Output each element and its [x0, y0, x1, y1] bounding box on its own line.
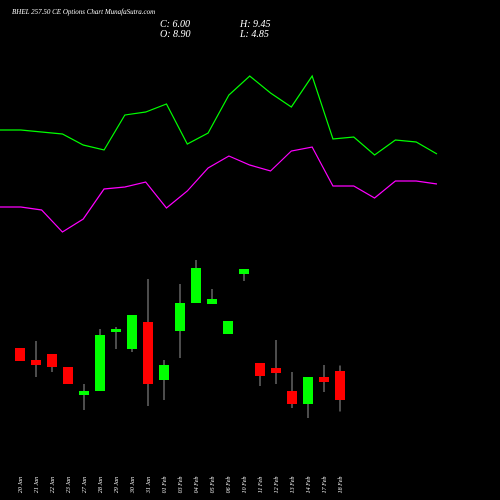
candle-body — [335, 371, 345, 400]
open-info: O: 8.90 — [160, 29, 191, 40]
x-tick-label: 30 Jan — [130, 477, 136, 494]
indicator-line — [0, 74, 438, 156]
x-tick-label: 28 Jan — [98, 477, 104, 493]
x-tick-label: 04 Feb — [193, 477, 200, 494]
x-tick-label: 23 Jan — [66, 477, 72, 493]
x-tick-label: 20 Jan — [18, 477, 24, 493]
candle-body — [175, 303, 185, 331]
x-tick-label: 21 Jan — [34, 477, 40, 493]
indicator-line — [0, 146, 438, 233]
candle-body — [287, 391, 297, 404]
x-tick-label: 17 Feb — [322, 477, 328, 494]
candle-body — [255, 363, 265, 376]
x-tick-label: 27 Jan — [82, 477, 88, 493]
x-tick-label: 03 Feb — [178, 477, 184, 494]
x-tick-label: 05 Feb — [210, 477, 216, 494]
x-tick-label: 14 Feb — [305, 477, 312, 494]
candle-body — [303, 377, 313, 404]
candle-body — [159, 365, 169, 380]
candle-body — [191, 268, 201, 303]
x-tick-label: 12 Feb — [274, 477, 280, 494]
candle-body — [127, 315, 137, 349]
candle-body — [47, 354, 57, 367]
candle-body — [95, 335, 105, 391]
chart-title: BHEL 257.50 CE Options Chart MunafaSutra… — [12, 8, 155, 16]
candle-body — [223, 321, 233, 334]
x-tick-label: 31 Jan — [146, 477, 152, 494]
candle-body — [15, 348, 25, 361]
candle-body — [271, 368, 281, 373]
candle-body — [239, 269, 249, 274]
x-tick-label: 22 Jan — [50, 477, 56, 493]
candle-body — [31, 360, 41, 365]
x-tick-label: 11 Feb — [258, 477, 264, 493]
candle-body — [207, 299, 217, 304]
candle-body — [319, 377, 329, 382]
x-tick-label: 29 Jan — [114, 477, 120, 493]
candle-body — [63, 367, 73, 384]
candle-body — [79, 391, 89, 395]
high-info: H: 9.45 — [239, 19, 271, 30]
x-tick-label: 18 Feb — [338, 477, 344, 494]
x-tick-label: 13 Feb — [290, 477, 296, 494]
close-info: C: 6.00 — [160, 19, 190, 30]
x-tick-label: 01 Feb — [162, 477, 168, 494]
low-info: L: 4.85 — [239, 29, 269, 40]
candle-body — [111, 329, 121, 332]
x-tick-label: 06 Feb — [226, 477, 232, 494]
x-tick-label: 10 Feb — [242, 477, 248, 494]
candle-body — [143, 322, 153, 384]
